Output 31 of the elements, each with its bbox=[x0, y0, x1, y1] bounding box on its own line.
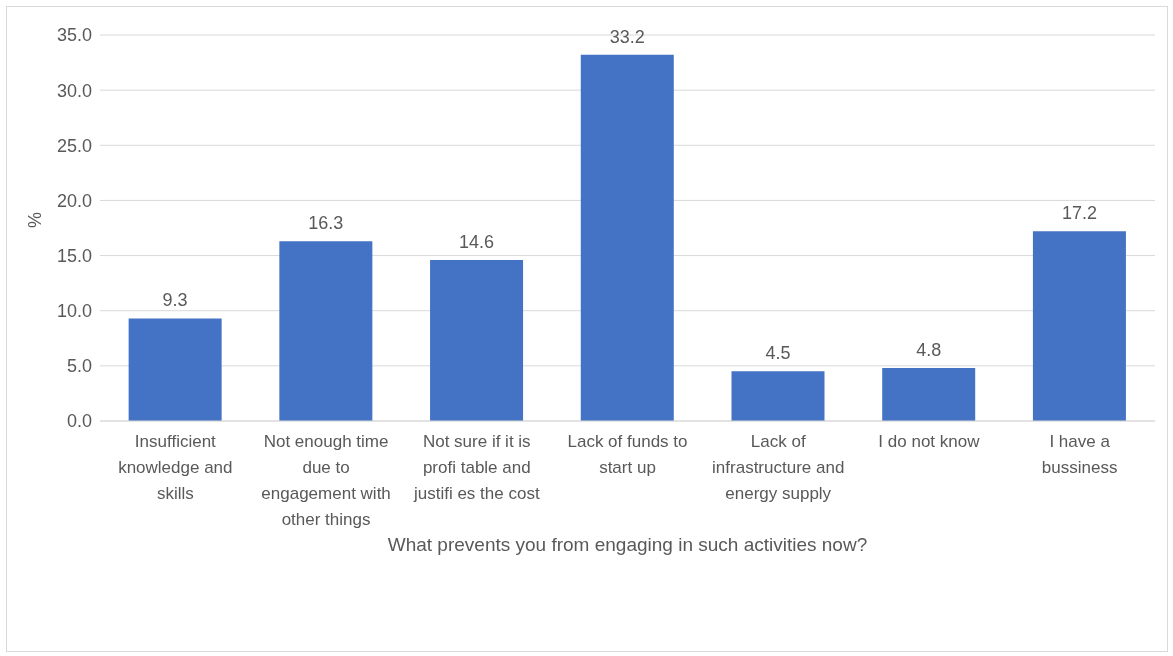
bar bbox=[128, 318, 222, 421]
bar bbox=[580, 54, 674, 421]
data-label: 9.3 bbox=[162, 290, 188, 311]
x-tick-label: Not sure if it is profi table and justifi es the cost bbox=[412, 432, 540, 503]
bar bbox=[279, 241, 373, 421]
bar bbox=[1032, 231, 1126, 421]
data-label: 4.5 bbox=[765, 343, 791, 364]
data-label: 4.8 bbox=[916, 340, 942, 361]
x-axis-title: What prevents you from engaging in such activities now? bbox=[387, 534, 868, 555]
y-tick-label: 35.0 bbox=[56, 25, 92, 46]
y-tick-label: 30.0 bbox=[56, 80, 92, 101]
x-tick-label: I do not know bbox=[878, 432, 981, 451]
bar bbox=[731, 371, 825, 421]
y-axis-title: % bbox=[25, 211, 46, 228]
bar bbox=[882, 368, 976, 421]
data-label: 17.2 bbox=[1061, 203, 1097, 224]
bar bbox=[430, 259, 524, 421]
y-tick-label: 15.0 bbox=[56, 245, 92, 266]
x-tick-label: Insufficient knowledge and skills bbox=[118, 432, 233, 503]
data-label: 14.6 bbox=[459, 231, 495, 252]
y-tick-label: 0.0 bbox=[66, 411, 92, 432]
x-tick-label: I have a bussiness bbox=[1041, 432, 1118, 477]
x-tick-label: Lack of infrastructure and energy supply bbox=[712, 432, 845, 503]
data-label: 33.2 bbox=[609, 26, 645, 47]
x-tick-label: Not enough time due to engagement with other things bbox=[261, 432, 391, 529]
data-label: 16.3 bbox=[308, 213, 344, 234]
y-tick-label: 20.0 bbox=[56, 190, 92, 211]
x-tick-label: Lack of funds to start up bbox=[567, 432, 688, 477]
y-tick-label: 10.0 bbox=[56, 301, 92, 322]
y-tick-label: 25.0 bbox=[56, 135, 92, 156]
y-tick-label: 5.0 bbox=[66, 356, 92, 377]
